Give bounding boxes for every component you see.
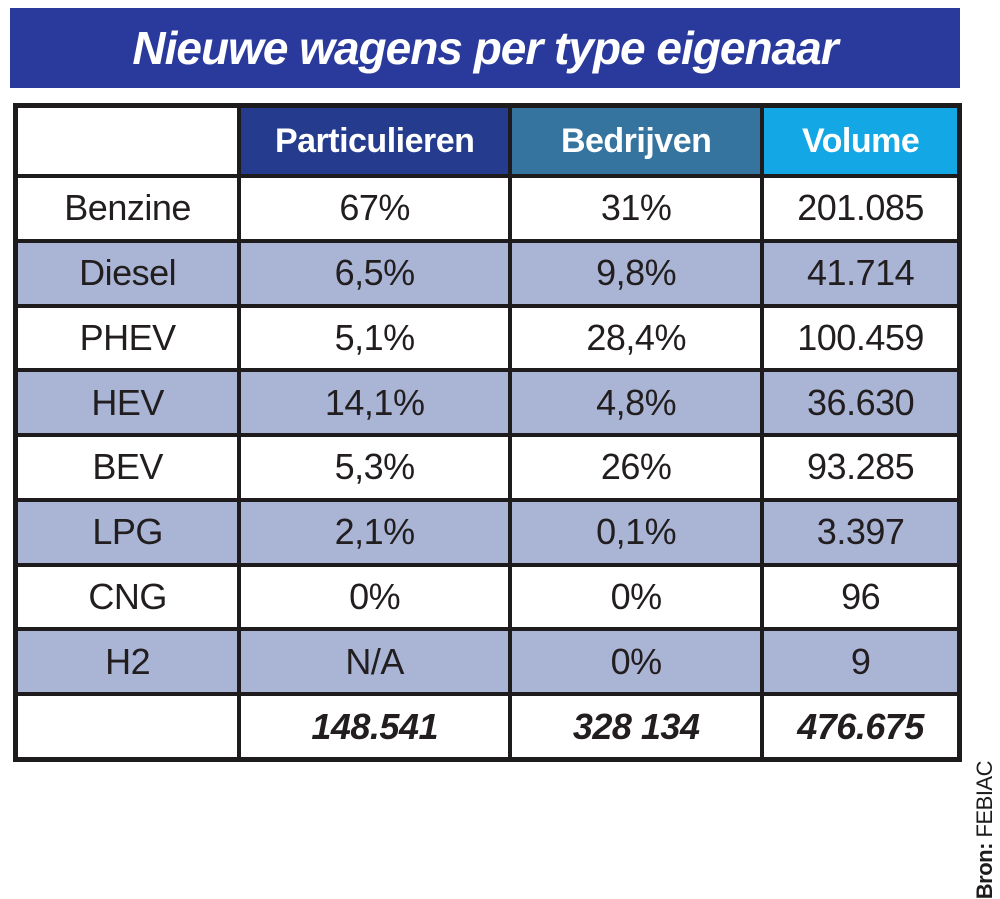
- header-cell-blank: [13, 103, 242, 178]
- cell-volume: 100.459: [760, 303, 962, 373]
- table-row-bev: BEV 5,3% 26% 93.285: [13, 433, 962, 502]
- table-header-row: Particulieren Bedrijven Volume: [13, 103, 962, 178]
- totals-label-blank: [13, 692, 242, 762]
- cell-volume: 36.630: [760, 368, 962, 437]
- row-label: HEV: [13, 368, 242, 437]
- title-banner: Nieuwe wagens per type eigenaar: [10, 8, 960, 88]
- row-label: Benzine: [13, 174, 242, 243]
- table-row-phev: PHEV 5,1% 28,4% 100.459: [13, 303, 962, 373]
- page-title: Nieuwe wagens per type eigenaar: [132, 22, 838, 74]
- data-table-container: Particulieren Bedrijven Volume Benzine 6…: [13, 103, 962, 762]
- cell-bedrijven: 0%: [508, 627, 765, 696]
- source-prefix: Bron:: [972, 843, 997, 899]
- total-bedrijven: 328 134: [508, 692, 765, 762]
- cell-volume: 93.285: [760, 433, 962, 502]
- cell-volume: 3.397: [760, 497, 962, 567]
- table-row-h2: H2 N/A 0% 9: [13, 627, 962, 696]
- table-row-hev: HEV 14,1% 4,8% 36.630: [13, 368, 962, 437]
- cell-particulieren: 14,1%: [237, 368, 513, 437]
- table-row-lpg: LPG 2,1% 0,1% 3.397: [13, 497, 962, 567]
- row-label: LPG: [13, 497, 242, 567]
- cell-bedrijven: 26%: [508, 433, 765, 502]
- row-label: PHEV: [13, 303, 242, 373]
- cell-volume: 41.714: [760, 238, 962, 308]
- cell-particulieren: 0%: [237, 562, 513, 632]
- cell-volume: 96: [760, 562, 962, 632]
- cell-particulieren: 6,5%: [237, 238, 513, 308]
- header-cell-particulieren: Particulieren: [237, 103, 513, 178]
- cell-particulieren: 67%: [237, 174, 513, 243]
- cell-volume: 201.085: [760, 174, 962, 243]
- cell-bedrijven: 0,1%: [508, 497, 765, 567]
- table-row-benzine: Benzine 67% 31% 201.085: [13, 174, 962, 243]
- cell-particulieren: 5,1%: [237, 303, 513, 373]
- cell-bedrijven: 28,4%: [508, 303, 765, 373]
- row-label: CNG: [13, 562, 242, 632]
- cell-bedrijven: 31%: [508, 174, 765, 243]
- table-row-diesel: Diesel 6,5% 9,8% 41.714: [13, 238, 962, 308]
- data-table: Particulieren Bedrijven Volume Benzine 6…: [13, 103, 962, 762]
- source-credit: Bron: FEBIAC: [972, 761, 998, 899]
- table-row-cng: CNG 0% 0% 96: [13, 562, 962, 632]
- source-name: FEBIAC: [972, 761, 997, 844]
- cell-particulieren: N/A: [237, 627, 513, 696]
- header-cell-bedrijven: Bedrijven: [508, 103, 765, 178]
- table-totals-row: 148.541 328 134 476.675: [13, 692, 962, 762]
- row-label: BEV: [13, 433, 242, 502]
- cell-particulieren: 5,3%: [237, 433, 513, 502]
- cell-volume: 9: [760, 627, 962, 696]
- cell-bedrijven: 0%: [508, 562, 765, 632]
- cell-particulieren: 2,1%: [237, 497, 513, 567]
- row-label: H2: [13, 627, 242, 696]
- header-cell-volume: Volume: [760, 103, 962, 178]
- row-label: Diesel: [13, 238, 242, 308]
- cell-bedrijven: 9,8%: [508, 238, 765, 308]
- total-volume: 476.675: [760, 692, 962, 762]
- cell-bedrijven: 4,8%: [508, 368, 765, 437]
- total-particulieren: 148.541: [237, 692, 513, 762]
